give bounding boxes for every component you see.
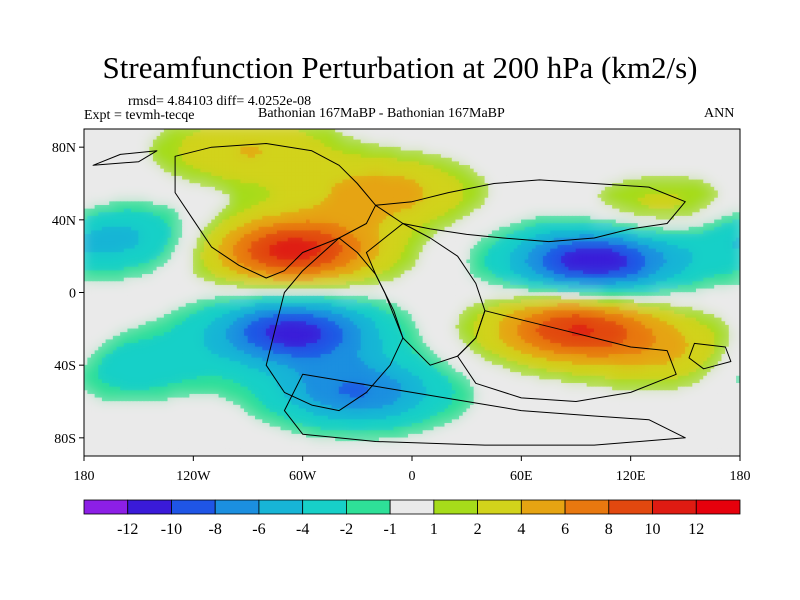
comparison-line: Bathonian 167MaBP - Bathonian 167MaBP (258, 106, 505, 122)
rmsd-line: rmsd= 4.84103 diff= 4.0252e-08 (128, 94, 311, 110)
expt-line: Expt = tevmh-tecqe (84, 108, 195, 124)
streamfunction-field (84, 129, 740, 456)
season-label: ANN (704, 106, 734, 122)
chart-title: Streamfunction Perturbation at 200 hPa (… (0, 50, 800, 86)
